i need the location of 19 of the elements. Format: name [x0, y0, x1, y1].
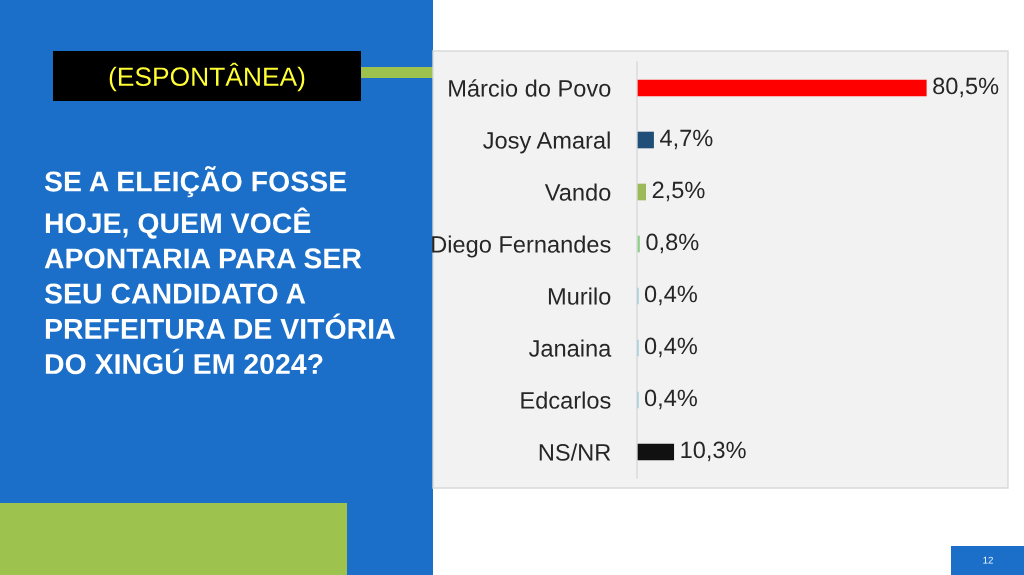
data-label: 80,5% [933, 77, 999, 98]
data-label: 0,4% [644, 389, 697, 410]
text: (ESPONTÂNEA) [109, 62, 305, 92]
text: SE A ELEIÇÃO FOSSE HOJE, QUEM VOCÊ APONTARIA PARA SER SEU CANDIDATO A PREFEITURA DE VITÓRIA DO XINGÚ EM 2024? [44, 166, 395, 375]
y-tick-label: Murilo [548, 287, 611, 305]
y-tick-label: NS/NR [539, 443, 611, 461]
data-label: 0,4% [644, 285, 697, 306]
data-label: 2,5% [652, 181, 705, 202]
data-label: 0,4% [644, 337, 697, 358]
data-label: 4,7% [660, 129, 713, 150]
y-tick-label: Vando [544, 183, 611, 201]
y-tick-label: Márcio do Povo [449, 79, 611, 97]
data-label: 0,8% [646, 233, 699, 254]
data-label: 10,3% [681, 441, 746, 462]
text: 12 [983, 556, 993, 564]
y-tick-label: Diego Fernandes [432, 235, 611, 258]
y-tick-label: Janaina [528, 339, 612, 357]
y-tick-label: Edcarlos [521, 391, 611, 409]
y-tick-label: Josy Amaral [483, 131, 610, 154]
